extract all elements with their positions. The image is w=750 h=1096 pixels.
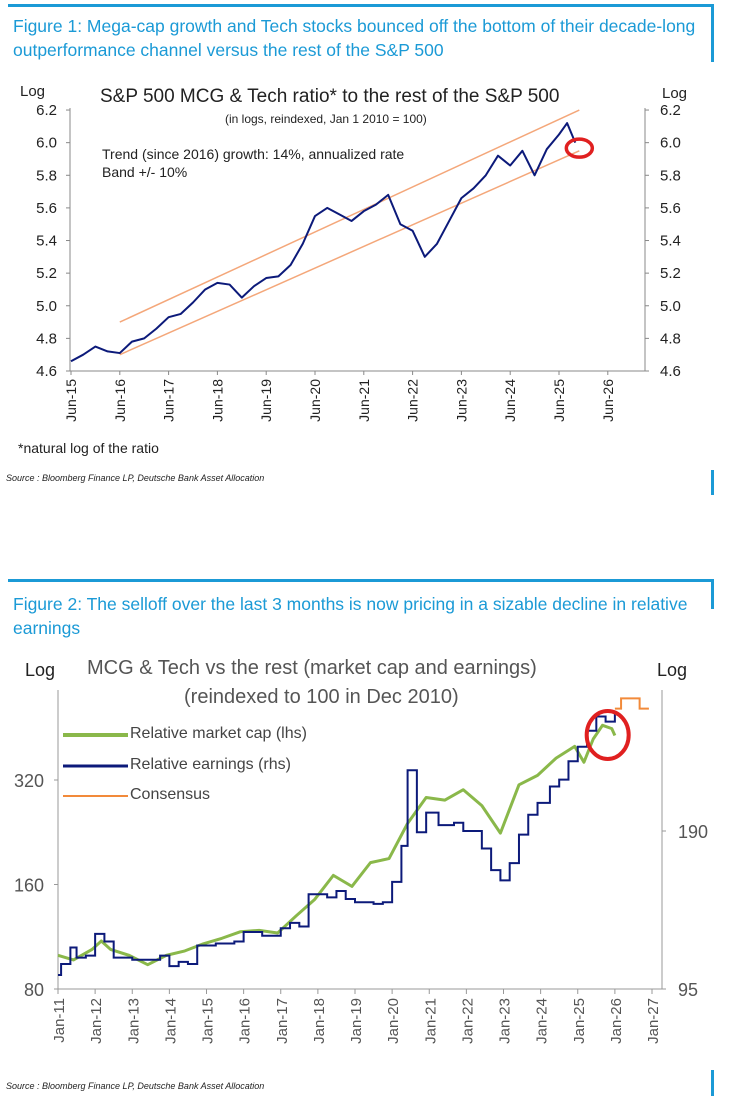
legend-earnings-label: Relative earnings (rhs)	[130, 756, 291, 773]
x-tick-label: Jan-21	[422, 998, 439, 1044]
x-tick-label: Jan-27	[645, 998, 662, 1044]
y-tick-label-left: 320	[14, 771, 44, 791]
y-tick-label-right: 190	[678, 822, 708, 842]
x-tick-label: Jun-18	[209, 379, 225, 422]
figure1-top-rule	[8, 4, 714, 7]
figure2-chart-subtitle: (reindexed to 100 in Dec 2010)	[184, 686, 459, 708]
y-tick-label-left: 5.2	[36, 265, 57, 282]
legend-market-cap-label: Relative market cap (lhs)	[130, 725, 307, 742]
x-tick-label: Jun-22	[405, 379, 421, 422]
y-tick-label-left: 5.8	[36, 167, 57, 184]
ratio-series-line	[70, 122, 577, 363]
y-tick-label-left: 6.2	[36, 102, 57, 119]
figure1-right-axis-label: Log	[662, 85, 688, 102]
x-tick-label: Jun-24	[502, 379, 518, 422]
figure2-right-rule	[711, 579, 714, 609]
figure2-chart-title: MCG & Tech vs the rest (market cap and e…	[87, 657, 537, 679]
x-tick-label: Jan-18	[311, 998, 328, 1044]
x-tick-label: Jan-20	[385, 998, 402, 1044]
figure2-top-rule	[8, 579, 714, 582]
x-tick-label: Jun-21	[356, 379, 372, 422]
figure2-left-axis-label: Log	[25, 660, 56, 680]
figure1-chart-title: S&P 500 MCG & Tech ratio* to the rest of…	[100, 86, 560, 107]
figure1-footnote: *natural log of the ratio	[18, 440, 159, 456]
x-tick-label: Jan-26	[608, 998, 625, 1044]
y-tick-label-right: 4.6	[660, 363, 681, 380]
figure1-source: Source : Bloomberg Finance LP, Deutsche …	[6, 473, 265, 483]
x-tick-label: Jun-15	[63, 379, 79, 422]
figure1-annotation-trend: Trend (since 2016) growth: 14%, annualiz…	[102, 146, 405, 162]
lower-trend-band-line	[119, 150, 580, 356]
x-tick-label: Jan-16	[237, 998, 254, 1044]
x-tick-label: Jan-23	[497, 998, 514, 1044]
x-tick-label: Jun-16	[112, 379, 128, 422]
x-tick-label: Jan-17	[274, 998, 291, 1044]
x-tick-label: Jun-26	[600, 379, 616, 422]
x-tick-label: Jun-19	[258, 379, 274, 422]
y-tick-label-right: 4.8	[660, 330, 681, 347]
y-tick-label-right: 5.6	[660, 200, 681, 217]
figure1-left-axis-label: Log	[20, 83, 46, 100]
highlight-circle	[564, 137, 595, 159]
figure1-annotation-band: Band +/- 10%	[102, 164, 188, 180]
y-tick-label-left: 6.0	[36, 135, 57, 152]
upper-trend-band-line	[119, 109, 580, 323]
figure1-bottom-rule	[711, 470, 714, 495]
x-tick-label: Jun-17	[161, 379, 177, 422]
figure1-chart-subtitle: (in logs, reindexed, Jan 1 2010 = 100)	[225, 112, 427, 126]
x-tick-label: Jan-13	[125, 998, 142, 1044]
y-tick-label-right: 5.2	[660, 265, 681, 282]
figure2-right-axis-label: Log	[657, 660, 688, 680]
y-tick-label-right: 5.0	[660, 298, 681, 315]
y-tick-label-left: 5.4	[36, 233, 57, 250]
x-tick-label: Jan-12	[88, 998, 105, 1044]
x-tick-label: Jan-24	[534, 998, 551, 1044]
figure1-heading: Figure 1: Mega-cap growth and Tech stock…	[13, 16, 696, 60]
figure2-heading: Figure 2: The selloff over the last 3 mo…	[13, 594, 688, 638]
x-tick-label: Jan-15	[200, 998, 217, 1044]
legend-consensus-label: Consensus	[130, 786, 211, 803]
consensus-series-line	[614, 697, 649, 710]
y-tick-label-left: 5.6	[36, 200, 57, 217]
figure2-source: Source : Bloomberg Finance LP, Deutsche …	[6, 1081, 265, 1091]
x-tick-label: Jun-23	[453, 379, 469, 422]
y-tick-label-left: 5.0	[36, 298, 57, 315]
y-tick-label-right: 95	[678, 980, 698, 1000]
x-tick-label: Jan-14	[162, 998, 179, 1044]
figure1-right-rule	[711, 4, 714, 62]
highlight-circle	[584, 708, 631, 761]
y-tick-label-left: 160	[14, 876, 44, 896]
market-cap-series-line	[57, 723, 617, 967]
y-tick-label-left: 4.8	[36, 330, 57, 347]
y-tick-label-right: 6.0	[660, 135, 681, 152]
x-tick-label: Jun-25	[551, 379, 567, 422]
y-tick-label-right: 5.8	[660, 167, 681, 184]
x-tick-label: Jun-20	[307, 379, 323, 422]
earnings-series-line	[58, 712, 616, 977]
figure2-bottom-rule	[711, 1070, 714, 1096]
x-tick-label: Jan-22	[459, 998, 476, 1044]
y-tick-label-right: 6.2	[660, 102, 681, 119]
y-tick-label-right: 5.4	[660, 233, 681, 250]
y-tick-label-left: 80	[24, 980, 44, 1000]
x-tick-label: Jan-25	[571, 998, 588, 1044]
y-tick-label-left: 4.6	[36, 363, 57, 380]
x-tick-label: Jan-19	[348, 998, 365, 1044]
x-tick-label: Jan-11	[51, 998, 68, 1043]
